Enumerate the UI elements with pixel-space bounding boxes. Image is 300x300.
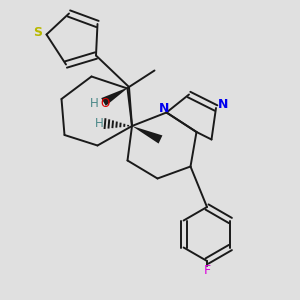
Text: F: F [203, 264, 211, 277]
Text: N: N [218, 98, 228, 111]
Polygon shape [132, 126, 162, 144]
Polygon shape [101, 87, 129, 106]
Text: S: S [34, 26, 43, 40]
Text: H: H [90, 97, 99, 110]
Text: H: H [94, 117, 103, 130]
Text: N: N [159, 102, 169, 116]
Text: O: O [100, 97, 109, 110]
